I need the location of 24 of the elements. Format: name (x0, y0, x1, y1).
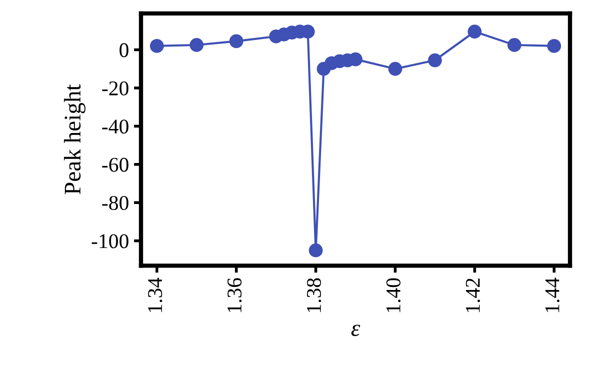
point (428, 53, 442, 68)
point (507, 38, 522, 52)
point (348, 52, 362, 66)
x-tick-label: 1.40 (386, 278, 401, 312)
x-tick-label: 1.44 (545, 278, 560, 312)
y-axis-title: Peak height (64, 84, 86, 194)
point (547, 39, 562, 53)
point (190, 38, 204, 52)
x-tick-label: 1.38 (306, 278, 322, 312)
y-tick-label: -80 (102, 196, 128, 210)
y-tick-label: 0 (120, 43, 128, 58)
y-tick-label: -60 (102, 158, 128, 172)
x-axis-title: ε (351, 324, 360, 336)
y-tick-label: -20 (102, 81, 128, 96)
point (388, 62, 402, 76)
point (229, 34, 244, 48)
point (468, 24, 482, 39)
x-tick-label: 1.42 (466, 278, 480, 312)
point (150, 39, 164, 53)
x-tick-label: 1.36 (228, 278, 242, 312)
point (308, 243, 323, 258)
x-tick-label: 1.34 (148, 278, 162, 312)
y-tick-label: -100 (92, 234, 128, 248)
y-tick-label: -40 (102, 120, 128, 134)
